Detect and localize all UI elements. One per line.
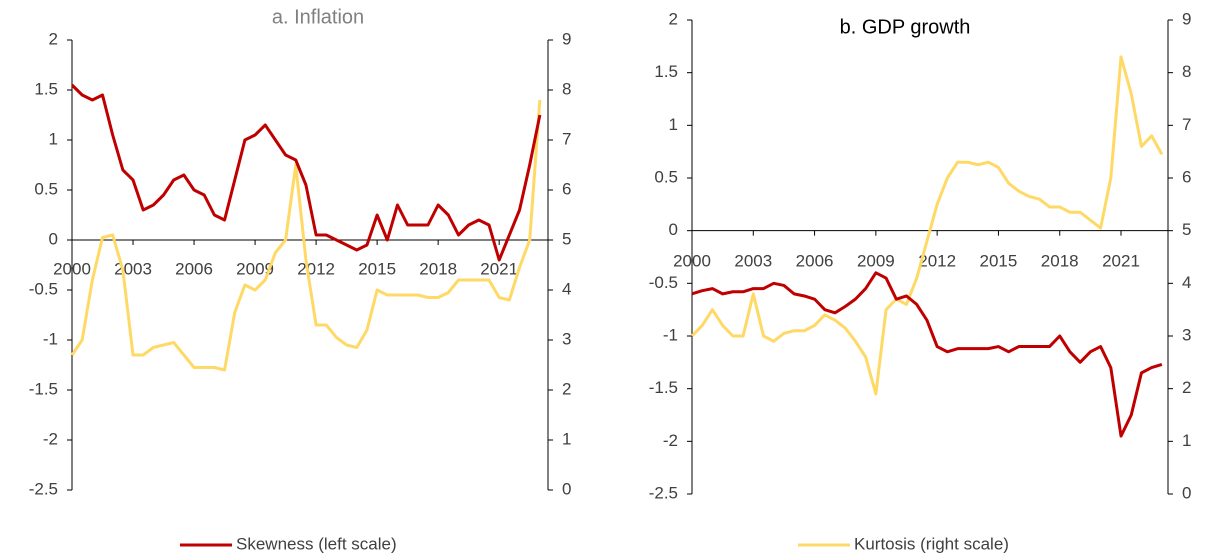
- x-tick-label: 2021: [1102, 251, 1140, 270]
- y-tick-label: 0.5: [654, 167, 678, 186]
- y2-tick-label: 7: [1182, 115, 1191, 134]
- series-line: [691, 271, 1163, 438]
- series-line: [70, 99, 542, 372]
- x-tick-label: 2012: [918, 251, 956, 270]
- y-tick-label: -0.5: [29, 279, 58, 298]
- y2-tick-label: 6: [562, 179, 571, 198]
- x-tick-label: 2018: [1041, 251, 1079, 270]
- x-tick-label: 2000: [53, 259, 91, 278]
- y-tick-label: 1.5: [34, 79, 58, 98]
- y2-tick-label: 3: [562, 329, 571, 348]
- y-tick-label: -0.5: [649, 273, 678, 292]
- y2-tick-label: 9: [1182, 9, 1191, 28]
- y-tick-label: -2.5: [29, 479, 58, 498]
- x-tick-label: 2009: [236, 259, 274, 278]
- y-tick-label: 0: [49, 229, 58, 248]
- y-tick-label: 0: [669, 220, 678, 239]
- x-tick-label: 2012: [297, 259, 335, 278]
- x-tick-label: 2015: [358, 259, 396, 278]
- x-tick-label: 2021: [480, 259, 518, 278]
- y2-tick-label: 2: [1182, 378, 1191, 397]
- y2-tick-label: 8: [1182, 62, 1191, 81]
- y-tick-label: -2.5: [649, 483, 678, 502]
- y-tick-label: 1: [49, 129, 58, 148]
- y2-tick-label: 5: [1182, 220, 1191, 239]
- x-tick-label: 2003: [734, 251, 772, 270]
- x-tick-label: 2006: [796, 251, 834, 270]
- y-tick-label: 0.5: [34, 179, 58, 198]
- y-tick-label: -1.5: [649, 378, 678, 397]
- y2-tick-label: 2: [562, 379, 571, 398]
- x-tick-label: 2006: [175, 259, 213, 278]
- y2-tick-label: 0: [562, 479, 571, 498]
- y2-tick-label: 5: [562, 229, 571, 248]
- x-tick-label: 2000: [673, 251, 711, 270]
- y2-tick-label: 7: [562, 129, 571, 148]
- x-tick-label: 2018: [419, 259, 457, 278]
- y2-tick-label: 8: [562, 79, 571, 98]
- series-line: [690, 55, 1164, 396]
- y-tick-label: -2: [663, 431, 678, 450]
- y2-tick-label: 1: [562, 429, 571, 448]
- y-tick-label: -1: [43, 329, 58, 348]
- y2-tick-label: 4: [562, 279, 571, 298]
- y-tick-label: 1.5: [654, 62, 678, 81]
- y2-tick-label: 0: [1182, 483, 1191, 502]
- x-tick-label: 2009: [857, 251, 895, 270]
- y-tick-label: -1: [663, 325, 678, 344]
- y2-tick-label: 4: [1182, 273, 1191, 292]
- chart-title: a. Inflation: [272, 6, 364, 28]
- chart-title: b. GDP growth: [840, 16, 971, 38]
- y-tick-label: -1.5: [29, 379, 58, 398]
- y2-tick-label: 6: [1182, 167, 1191, 186]
- legend-label: Kurtosis (right scale): [854, 534, 1009, 553]
- y2-tick-label: 3: [1182, 325, 1191, 344]
- y-tick-label: 1: [669, 115, 678, 134]
- y2-tick-label: 1: [1182, 431, 1191, 450]
- y2-tick-label: 9: [562, 29, 571, 48]
- legend-label: Skewness (left scale): [236, 534, 397, 553]
- y-tick-label: 2: [49, 29, 58, 48]
- x-tick-label: 2015: [980, 251, 1018, 270]
- y-tick-label: -2: [43, 429, 58, 448]
- y-tick-label: 2: [669, 9, 678, 28]
- series-line: [70, 83, 542, 262]
